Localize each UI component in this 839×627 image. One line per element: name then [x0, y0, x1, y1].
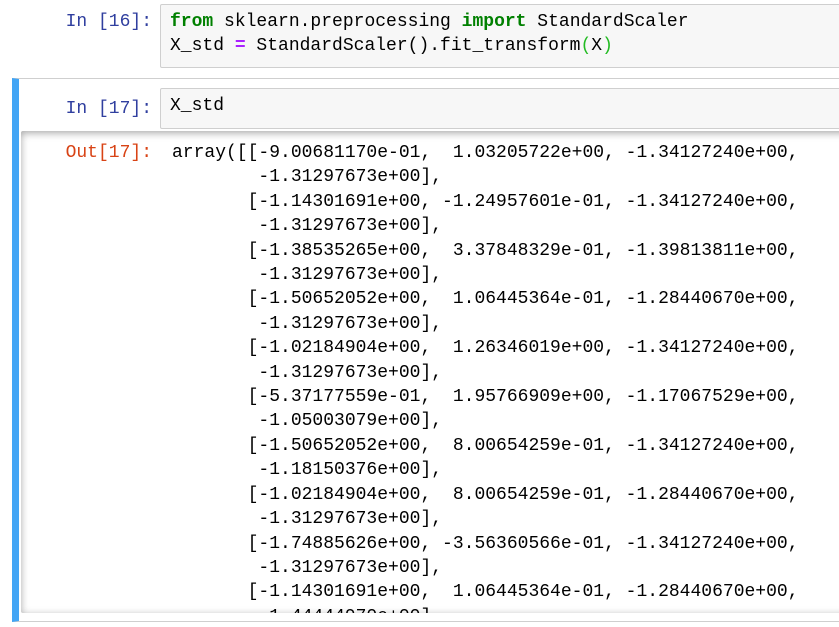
output-line: -1.31297673e+00], — [172, 509, 443, 530]
output-prompt: Out[17]: — [65, 143, 152, 163]
output-line: [-1.38535265e+00, 3.37848329e-01, -1.398… — [172, 240, 799, 261]
code-editor[interactable]: X_std — [160, 88, 839, 129]
output-line: -1.31297673e+00], — [172, 362, 443, 383]
output-line: -1.31297673e+00], — [172, 216, 443, 237]
operator: = — [234, 36, 246, 57]
output-line: -1.31297673e+00], — [172, 265, 443, 286]
code-cell-17-selected[interactable]: In [17]: X_std Out[17]: array([[-9.00681… — [12, 78, 839, 622]
code-cell-16[interactable]: In [16]: from sklearn.preprocessing impo… — [0, 0, 839, 74]
output-line: [-1.02184904e+00, 8.00654259e-01, -1.284… — [172, 484, 799, 505]
code-editor[interactable]: from sklearn.preprocessing import Standa… — [160, 4, 839, 68]
code-line: from sklearn.preprocessing import Standa… — [170, 12, 689, 32]
output-line: -1.31297673e+00], — [172, 313, 443, 334]
variable: X_std — [170, 36, 235, 57]
output-line: [-1.50652052e+00, 8.00654259e-01, -1.341… — [172, 435, 799, 456]
output-text: array([[-9.00681170e-01, 1.03205722e+00,… — [172, 141, 799, 613]
output-line: [-1.14301691e+00, 1.06445364e-01, -1.284… — [172, 582, 799, 603]
output-line: -1.31297673e+00], — [172, 557, 443, 578]
input-prompt: In [16]: — [65, 12, 152, 32]
call: StandardScaler().fit_transform — [245, 36, 581, 57]
paren: ( — [580, 36, 592, 57]
keyword: import — [461, 12, 527, 32]
output-line: [-1.02184904e+00, 1.26346019e+00, -1.341… — [172, 338, 799, 359]
argument: X — [591, 36, 603, 57]
output-line: [-5.37177559e-01, 1.95766909e+00, -1.170… — [172, 387, 799, 408]
output-line: [-1.74885626e+00, -3.56360566e-01, -1.34… — [172, 533, 799, 554]
output-line: -1.44444970e+00], — [172, 605, 799, 613]
output-line: -1.05003079e+00], — [172, 411, 443, 432]
output-line: -1.31297673e+00], — [172, 167, 443, 188]
code-line: X_std = StandardScaler().fit_transform(X… — [170, 36, 613, 56]
keyword: from — [170, 12, 214, 32]
output-line: -1.18150376e+00], — [172, 460, 443, 481]
output-line: array([[-9.00681170e-01, 1.03205722e+00,… — [172, 143, 799, 163]
output-area[interactable]: Out[17]: array([[-9.00681170e-01, 1.0320… — [21, 131, 839, 613]
paren: ) — [602, 36, 613, 57]
input-prompt: In [17]: — [65, 99, 152, 119]
output-line: [-1.14301691e+00, -1.24957601e-01, -1.34… — [172, 191, 799, 212]
module-name: sklearn.preprocessing — [213, 12, 462, 32]
import-name: StandardScaler — [526, 12, 689, 32]
output-line: [-1.50652052e+00, 1.06445364e-01, -1.284… — [172, 289, 799, 310]
